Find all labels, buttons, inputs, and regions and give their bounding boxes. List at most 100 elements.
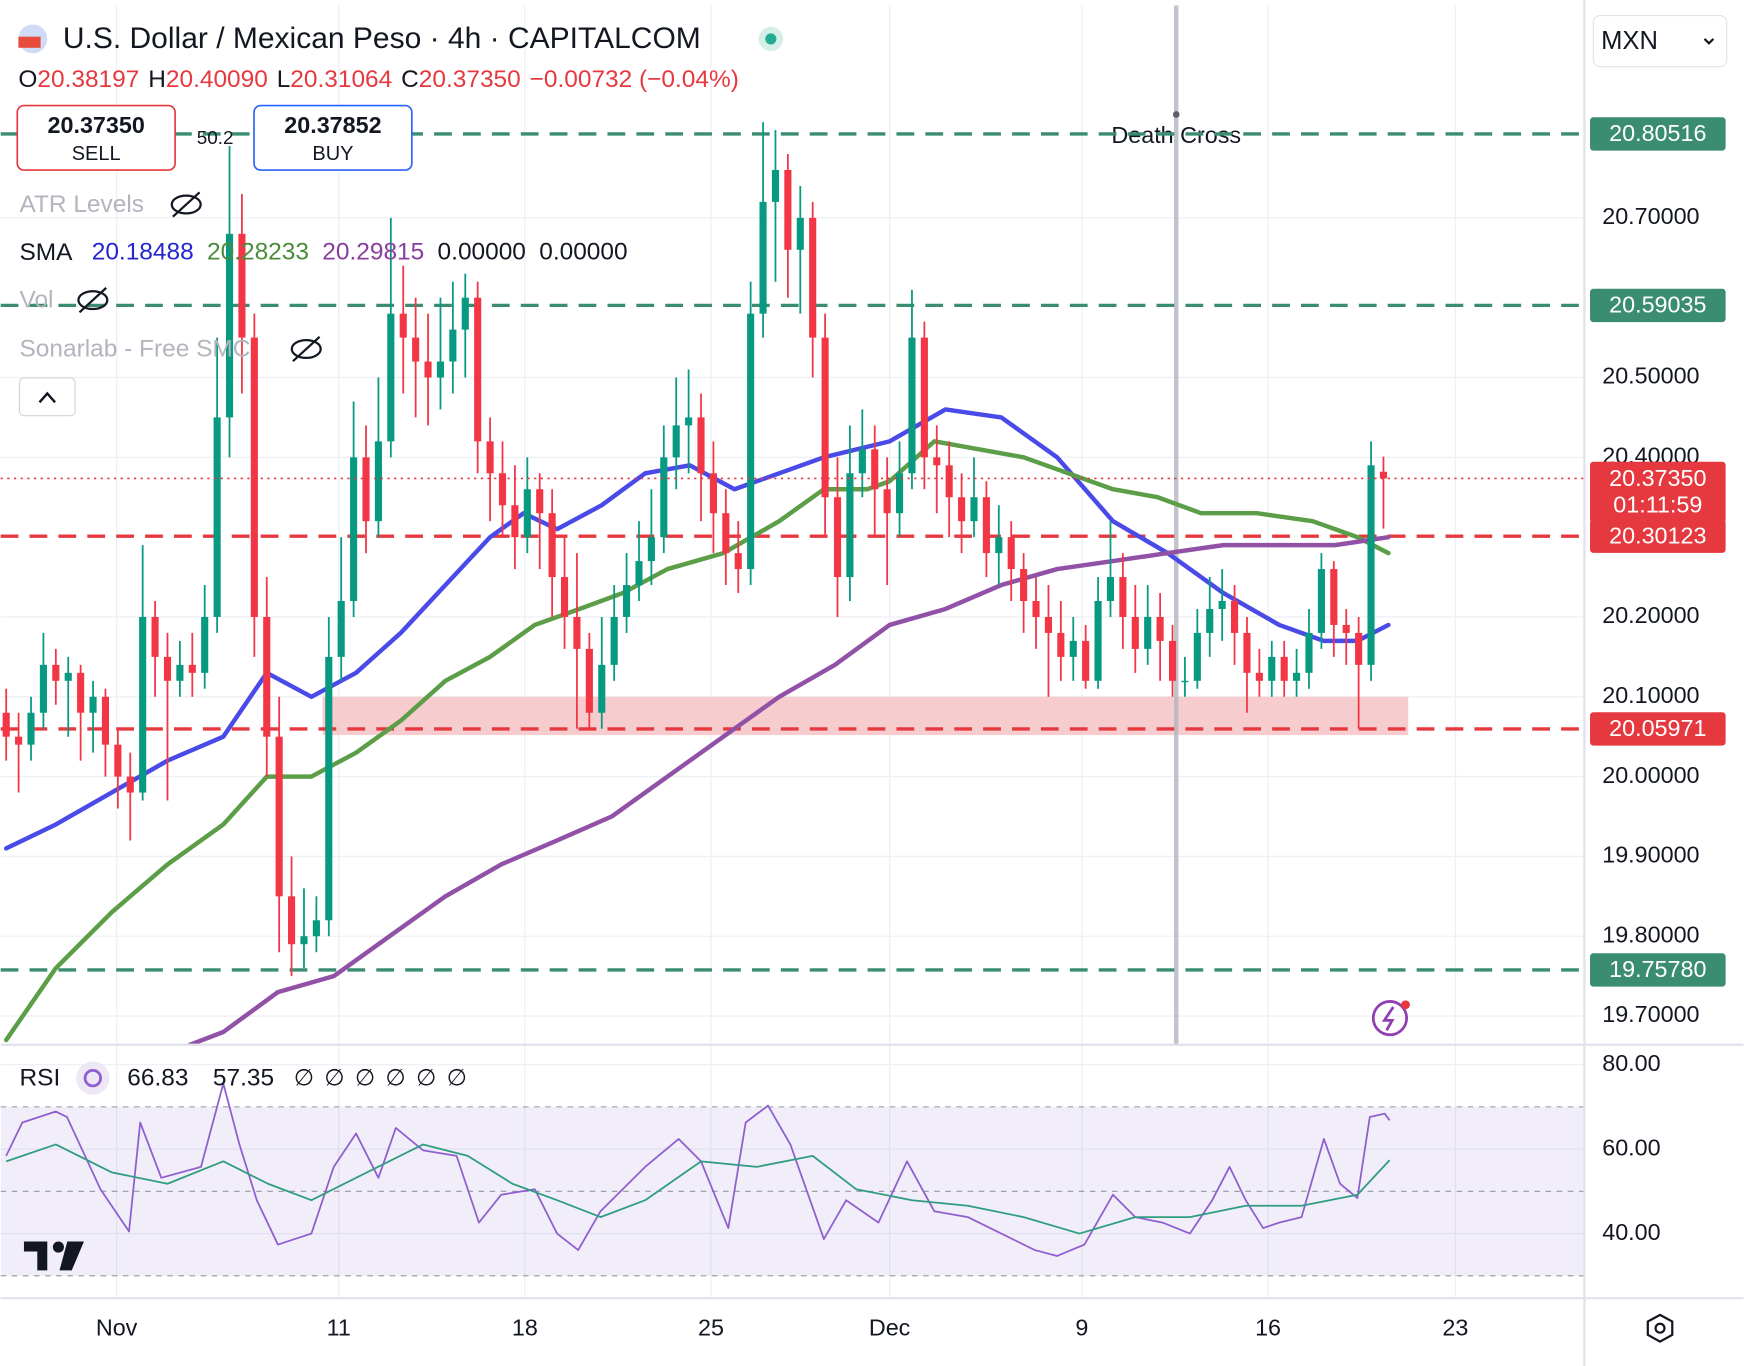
sma-value: 0.00000	[539, 239, 627, 266]
y-tick-label: 60.00	[1602, 1134, 1660, 1160]
axes: Nov 11 18 25 Dec 9 16 23 19.70000 19.80000 19.9000…	[96, 203, 1700, 1340]
candle-body	[1144, 616, 1152, 649]
candle-body	[449, 329, 457, 362]
candle-body	[225, 233, 234, 418]
candle-body	[536, 489, 544, 514]
candle-body	[771, 169, 780, 202]
candle-body	[895, 473, 904, 514]
sell-label: SELL	[72, 143, 121, 165]
indicator-name[interactable]: ATR Levels	[20, 191, 145, 218]
candle-body	[1367, 465, 1375, 665]
candle-body	[1230, 600, 1239, 633]
candle-body	[871, 449, 879, 490]
candle-body	[982, 497, 990, 554]
candle-body	[672, 425, 680, 458]
rsi-icon[interactable]	[76, 1061, 110, 1095]
rsi-line	[5, 1082, 1391, 1257]
hidden-value: ∅	[447, 1064, 467, 1090]
candle-body	[833, 497, 842, 578]
candle-body	[1268, 656, 1276, 681]
header: U.S. Dollar / Mexican Peso · 4h · CAPITA…	[18, 22, 784, 94]
candle-body	[883, 489, 891, 514]
candle-body	[1330, 569, 1338, 625]
candle-body	[945, 465, 953, 498]
alert-icon[interactable]	[1371, 1000, 1410, 1037]
candle-body	[1119, 577, 1127, 617]
candle-body	[623, 585, 631, 617]
ohlc-value: 20.38197	[37, 67, 139, 94]
sell-box[interactable]	[16, 104, 176, 171]
ohlc-value: 20.31064	[290, 67, 392, 94]
tradingview-logo[interactable]	[23, 1241, 84, 1271]
candle-body	[486, 441, 494, 474]
hidden-eye-icon[interactable]	[77, 287, 109, 314]
buy-price: 20.37852	[284, 112, 381, 138]
candle-body	[39, 664, 47, 713]
y-tick-label: 20.50000	[1602, 363, 1699, 389]
candle-body	[821, 337, 829, 498]
currency-dropdown[interactable]	[1592, 15, 1728, 68]
sma-value: 20.29815	[322, 239, 424, 266]
event-dot	[1172, 111, 1180, 118]
candle-body	[424, 361, 432, 378]
settings-button[interactable]	[1646, 1313, 1674, 1343]
ohlc-label: L	[277, 67, 291, 94]
level-tag	[1590, 288, 1726, 323]
flag-icon	[18, 36, 41, 48]
hidden-value: ∅	[355, 1064, 375, 1090]
sell-button[interactable]: 20.37350 SELL	[16, 104, 176, 171]
collapse-icon	[38, 391, 56, 404]
x-tick-label: 11	[327, 1314, 351, 1340]
candle-body	[15, 736, 23, 745]
candle-body	[126, 776, 134, 793]
candle-body	[1094, 600, 1102, 681]
candle-body	[858, 449, 866, 474]
level-tag-label: 20.30123	[1609, 522, 1706, 548]
candle-body	[933, 457, 941, 466]
x-tick-label: 23	[1442, 1314, 1468, 1340]
rsi-legend: RSI 66.83 57.35	[20, 1061, 274, 1095]
spread: 50.2	[197, 128, 234, 149]
rsi-pane	[0, 1082, 1585, 1277]
candle-body	[399, 313, 407, 338]
hidden-value: ∅	[416, 1064, 436, 1090]
candle-body	[523, 489, 531, 538]
y-tick-label: 20.10000	[1602, 682, 1699, 708]
candle-body	[511, 505, 519, 538]
x-tick-label: 18	[512, 1314, 538, 1340]
indicator-name[interactable]: SMA	[20, 239, 74, 266]
ohlc-label: H	[148, 67, 166, 94]
hidden-eye-icon[interactable]	[170, 191, 202, 218]
candle-body	[784, 169, 792, 250]
moving-average	[187, 534, 1391, 1045]
candle-body	[89, 696, 97, 713]
candle-body	[1057, 632, 1065, 657]
level-tag	[1590, 519, 1726, 553]
candle-body	[573, 616, 581, 649]
buy-box[interactable]	[253, 104, 413, 171]
ohlc-label: C	[401, 67, 419, 94]
candle-body	[1342, 624, 1350, 633]
indicator-name[interactable]: Sonarlab - Free SMC	[20, 336, 251, 363]
candle-body	[2, 712, 10, 737]
candle-body	[747, 313, 755, 570]
indicator-name[interactable]: Vol	[20, 287, 54, 314]
candle-body	[188, 664, 196, 673]
sma-values: 20.18488 20.28233 20.29815 0.00000 0.00000	[92, 239, 628, 266]
candle-body	[548, 513, 556, 578]
candle-body	[1007, 537, 1015, 570]
candle-body	[660, 457, 668, 538]
candle-body	[300, 936, 308, 945]
candle-body	[585, 648, 593, 713]
candle-body	[635, 561, 643, 586]
buy-button[interactable]: 20.37852 BUY	[253, 104, 413, 171]
level-tag-label: 20.05971	[1609, 715, 1706, 741]
ohlc-row: O20.38197 H20.40090 L20.31064 C20.37350 −0.0…	[18, 67, 738, 94]
collapse-button[interactable]	[18, 377, 76, 417]
rsi-value: 66.83	[127, 1065, 188, 1092]
hidden-eye-icon[interactable]	[290, 335, 322, 363]
candle-body	[101, 696, 110, 745]
status-dot	[765, 33, 777, 45]
candle-body	[114, 744, 122, 777]
